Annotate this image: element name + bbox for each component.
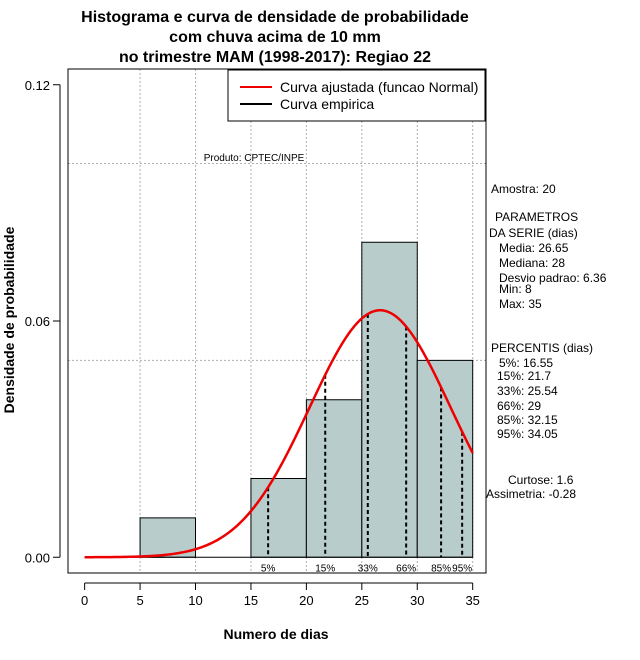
x-tick-label: 20 (299, 593, 313, 608)
percentile-label: 85% (431, 563, 451, 574)
legend-box (227, 69, 486, 122)
pct-15: 15%: 21.7 (497, 369, 551, 383)
histogram-bars (84, 241, 474, 558)
percentis-title: PERCENTIS (dias) (491, 341, 593, 355)
x-tick-label: 15 (244, 593, 258, 608)
plot-area-frame (67, 68, 487, 574)
statistics-panel: Amostra: 20 PARAMETROS DA SERIE (dias) M… (486, 182, 607, 501)
stat-max: Max: 35 (499, 297, 542, 311)
pct-95: 95%: 34.05 (497, 427, 558, 441)
pct-66: 66%: 29 (497, 399, 541, 413)
y-tick-label: 0.00 (25, 550, 50, 565)
legend-label-fitted: Curva ajustada (funcao Normal) (280, 79, 478, 95)
stat-mediana: Mediana: 28 (499, 256, 565, 270)
histogram-bar (416, 359, 474, 558)
percentile-label: 95% (452, 563, 472, 574)
percentile-markers: 5% 15% 33% 66% 85% 95% (261, 313, 472, 574)
x-tick-label: 5 (136, 593, 143, 608)
percentile-label: 33% (358, 563, 378, 574)
sample-size: Amostra: 20 (491, 182, 556, 196)
chart-title-line-3: no trimestre MAM (1998-2017): Regiao 22 (119, 49, 431, 66)
stat-desvio: Desvio padrao: 6.36 (499, 271, 607, 285)
pct-5: 5%: 16.55 (499, 356, 553, 370)
percentile-label: 5% (261, 563, 276, 574)
params-title-2: DA SERIE (dias) (489, 226, 578, 240)
y-tick-label: 0.12 (25, 78, 50, 93)
chart-title-line-2: com chuva acima de 10 mm (169, 29, 381, 46)
stat-curtose: Curtose: 1.6 (508, 473, 574, 487)
y-axis-label: Densidade de probabilidade (1, 226, 17, 413)
stat-media: Media: 26.65 (499, 241, 569, 255)
y-tick-label: 0.06 (25, 314, 50, 329)
legend-label-empirical: Curva empirica (280, 96, 374, 112)
x-tick-label: 0 (81, 593, 88, 608)
percentile-label: 15% (315, 563, 335, 574)
axes: 0 5 10 15 20 25 30 35 0.00 0.06 0.12 (25, 78, 480, 608)
chart-title-line-1: Histograma e curva de densidade de proba… (81, 9, 469, 26)
stat-assimetria: Assimetria: -0.28 (486, 487, 576, 501)
x-tick-label: 10 (188, 593, 202, 608)
fitted-curve (84, 309, 474, 559)
histogram-bar (250, 478, 307, 558)
pct-33: 33%: 25.54 (497, 384, 558, 398)
x-tick-label: 25 (355, 593, 369, 608)
x-tick-label: 30 (410, 593, 424, 608)
x-axis-label: Numero de dias (223, 626, 328, 642)
credit-label: Produto: CPTEC/INPE (204, 153, 305, 164)
legend: Curva ajustada (funcao Normal) Curva emp… (227, 69, 486, 122)
x-tick-label: 35 (465, 593, 479, 608)
params-title-1: PARAMETROS (495, 210, 578, 224)
percentile-label: 66% (396, 563, 416, 574)
stat-min: Min: 8 (499, 282, 532, 296)
pct-85: 85%: 32.15 (497, 413, 558, 427)
fitted-normal-curve (84, 309, 474, 559)
histogram-bar (305, 399, 363, 558)
histogram-bar (361, 241, 418, 558)
